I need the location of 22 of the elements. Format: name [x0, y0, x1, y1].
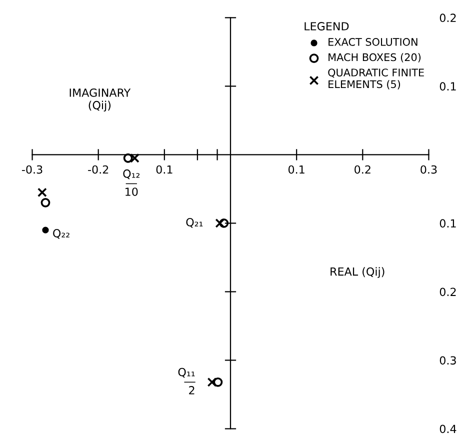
x-tick-label: 0.3 [420, 165, 437, 174]
y-tick-label: 0.3 [440, 356, 456, 365]
y-tick-label: 0.4 [440, 424, 456, 434]
annotation: Q₂₁ [186, 218, 203, 228]
x-tick-label: -0.2 [88, 165, 108, 174]
y-tick-label: 0.1 [440, 219, 456, 228]
x-tick-label: 0.2 [354, 165, 370, 174]
x-axis-title: REAL (Qij) [330, 267, 384, 278]
annotation: Q₂₂ [53, 229, 70, 239]
legend-label: EXACT SOLUTION [328, 38, 418, 46]
y-axis-title: IMAGINARY (Qij) [70, 88, 131, 112]
x-tick-label: -0.3 [22, 165, 42, 174]
annotation: Q₁₁ ― 2 [178, 368, 196, 394]
x-tick-label: 0.1 [288, 165, 304, 174]
legend-title: LEGEND [304, 22, 349, 30]
x-tick-label: 0.1 [156, 165, 172, 174]
legend-label: MACH BOXES (20) [328, 53, 421, 62]
y-tick-label: 0.2 [440, 288, 456, 296]
annotation: Q₁₂ ― 10 [123, 169, 140, 196]
y-tick-label: 0.2 [440, 14, 456, 22]
legend-label: QUADRATIC FINITE ELEMENTS (5) [328, 68, 424, 90]
y-tick-label: 0.1 [440, 82, 456, 91]
